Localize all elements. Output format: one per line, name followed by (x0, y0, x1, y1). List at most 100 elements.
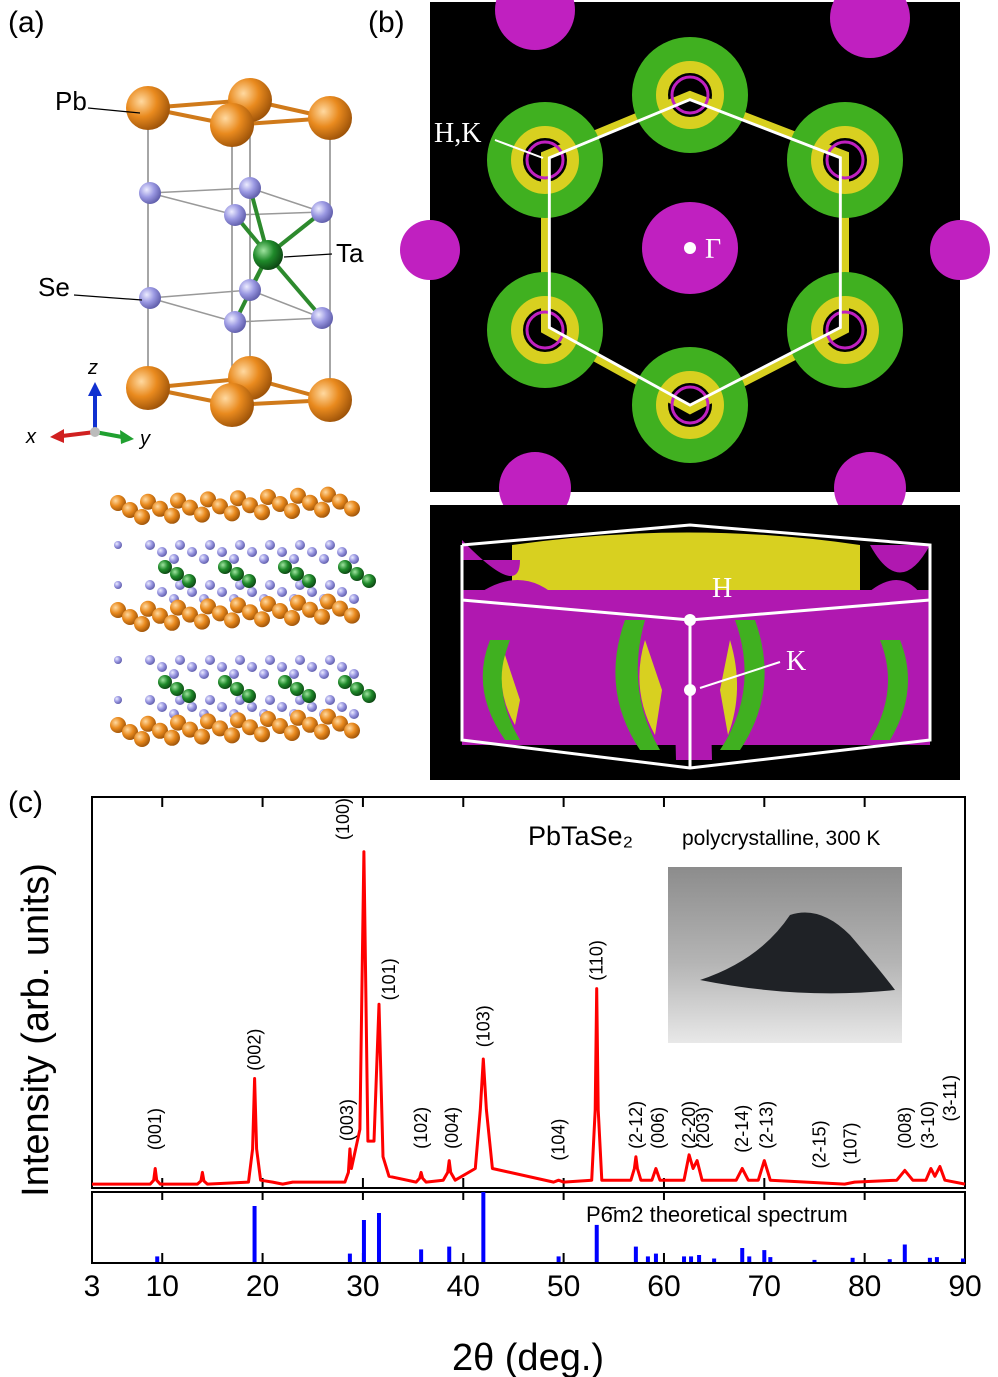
atom (259, 669, 269, 679)
atom (199, 554, 209, 564)
atom (229, 669, 239, 679)
theory-bar (634, 1247, 638, 1262)
atom (157, 662, 167, 672)
theory-bar (740, 1248, 744, 1262)
theory-bar (851, 1258, 855, 1262)
atom (157, 587, 167, 597)
atom (235, 655, 245, 665)
atom (289, 554, 299, 564)
atom (134, 731, 150, 747)
x-tick-label: 80 (848, 1270, 881, 1303)
theory-bar (557, 1256, 561, 1262)
x-tick-label: 40 (447, 1270, 480, 1303)
atom (265, 655, 275, 665)
atom (182, 574, 196, 588)
atom (259, 554, 269, 564)
theory-bar (961, 1259, 965, 1263)
atom (349, 669, 359, 679)
x-tick-label: 50 (547, 1270, 580, 1303)
atom (164, 508, 180, 524)
theory-bar (362, 1220, 366, 1262)
peak-label: (100) (333, 798, 353, 840)
atom (114, 696, 122, 704)
atom (314, 502, 330, 518)
atom (194, 507, 210, 523)
theory-bar (419, 1249, 423, 1262)
atom (187, 662, 197, 672)
chart-subtitle: polycrystalline, 300 K (682, 827, 880, 850)
peak-label: (104) (549, 1119, 569, 1161)
atom (337, 662, 347, 672)
atom (169, 554, 179, 564)
theory-bar (697, 1255, 701, 1262)
atom (187, 702, 197, 712)
atom (254, 504, 270, 520)
atom (217, 702, 227, 712)
atom (337, 702, 347, 712)
theory-bar (253, 1206, 257, 1262)
atom (224, 727, 240, 743)
atom (218, 675, 232, 689)
theory-legend: P6̄m2 theoretical spectrum (586, 1202, 848, 1227)
peak-label: (006) (648, 1107, 668, 1149)
atom (145, 540, 155, 550)
atom (169, 669, 179, 679)
atom (265, 695, 275, 705)
atom (337, 547, 347, 557)
atom (158, 560, 172, 574)
peak-label: (3-11) (940, 1075, 960, 1122)
atom (205, 580, 215, 590)
atom (284, 725, 300, 741)
peak-label: (004) (442, 1107, 462, 1149)
atom (344, 608, 360, 624)
theory-bar (155, 1256, 159, 1262)
figure: (a) (b) (c) Pb Se Ta x y z H,K Γ H K PbT… (0, 0, 998, 1377)
theory-bar (348, 1254, 352, 1262)
atom (338, 675, 352, 689)
atom (175, 655, 185, 665)
atom (182, 689, 196, 703)
atom (170, 567, 184, 581)
atom (170, 682, 184, 696)
theory-bar (768, 1257, 772, 1262)
atom (344, 723, 360, 739)
atom (114, 581, 122, 589)
peak-label: (110) (587, 940, 607, 981)
atom (187, 547, 197, 557)
theory-bar (928, 1258, 932, 1262)
atom (337, 587, 347, 597)
atom (157, 702, 167, 712)
atom (134, 509, 150, 525)
atom (350, 567, 364, 581)
atom (344, 501, 360, 517)
atom (338, 560, 352, 574)
atom (217, 662, 227, 672)
x-tick-label: 3 (84, 1270, 101, 1303)
atom (205, 655, 215, 665)
peak-label: (002) (245, 1029, 265, 1071)
atom (114, 656, 122, 664)
atom (349, 594, 359, 604)
atom (164, 730, 180, 746)
theory-bar (682, 1256, 686, 1262)
atom (134, 616, 150, 632)
atom-label: Ta (336, 238, 364, 268)
peak-label: (2-15) (810, 1120, 830, 1168)
peak-label: (3-10) (918, 1101, 938, 1149)
x-tick-label: 60 (647, 1270, 680, 1303)
atom (302, 574, 316, 588)
atom (277, 547, 287, 557)
theory-bar (812, 1260, 816, 1262)
atom (235, 540, 245, 550)
atom (289, 669, 299, 679)
atom (278, 560, 292, 574)
peak-label: (001) (145, 1108, 165, 1150)
atom (349, 709, 359, 719)
atom (284, 503, 300, 519)
atom (224, 612, 240, 628)
atom (319, 554, 329, 564)
atom (325, 655, 335, 665)
theory-bar (747, 1256, 751, 1262)
atom-label: Pb (55, 86, 87, 116)
atom (314, 724, 330, 740)
